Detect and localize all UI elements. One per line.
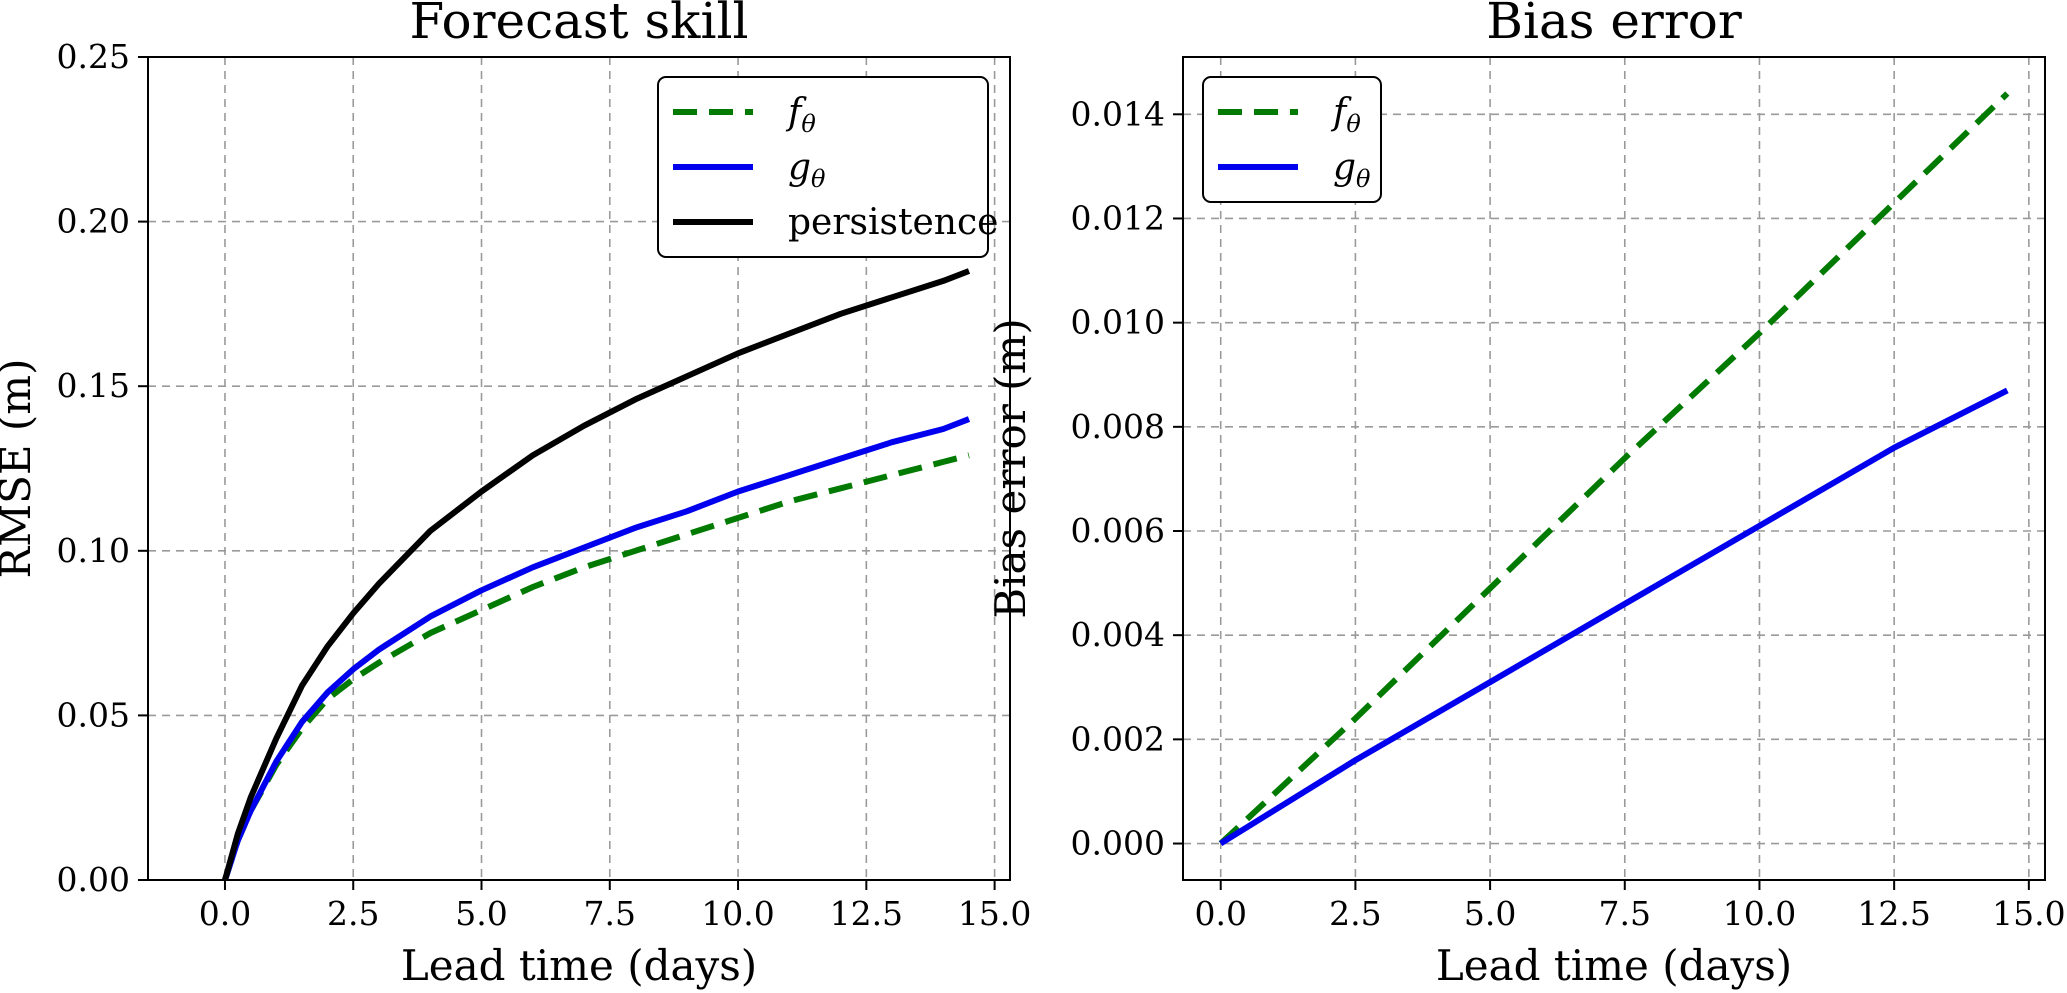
forecast-skill-series-f-theta-line <box>222 452 970 880</box>
bias-error-axes-frame <box>1182 56 2046 881</box>
forecast-skill-xtick-label: 10.0 <box>701 894 774 933</box>
forecast-skill-legend-label: gθ <box>788 147 826 193</box>
bias-error-ytick-label: 0.002 <box>1071 719 1165 758</box>
bias-error-series <box>1218 91 2010 847</box>
forecast-skill-ytick-label: 0.20 <box>57 202 130 241</box>
bias-error-xtick-label: 10.0 <box>1723 894 1796 933</box>
bias-error-xtick-label: 7.5 <box>1599 894 1651 933</box>
forecast-skill-legend-label: persistence <box>788 202 998 243</box>
bias-error-xtick-label: 15.0 <box>1992 894 2065 933</box>
bias-error-xtick-label: 0.0 <box>1194 894 1246 933</box>
bias-error-xtick-label: 5.0 <box>1464 894 1516 933</box>
forecast-skill-title: Forecast skill <box>410 0 749 50</box>
bias-error-xlabel: Lead time (days) <box>1436 941 1792 990</box>
forecast-skill-panel: 0.0 2.5 5.0 7.5 10.0 12.5 15.0 0.00 0.05 0.10 0.15… <box>0 0 1031 990</box>
bias-error-ytick-label: 0.008 <box>1071 407 1165 446</box>
bias-error-ytick-label: 0.000 <box>1071 824 1165 863</box>
forecast-skill-xtick-label: 0.0 <box>199 894 251 933</box>
bias-error-legend-label: gθ <box>1333 147 1371 193</box>
forecast-skill-series-g-theta-line <box>222 416 971 880</box>
bias-error-ticks: 0.0 2.5 5.0 7.5 10.0 12.5 15.0 0.000 0.002 0.004 0… <box>1071 94 2066 933</box>
forecast-skill-ytick-label: 0.05 <box>57 695 130 734</box>
forecast-skill-xtick-label: 12.5 <box>830 894 903 933</box>
bias-error-ytick-label: 0.004 <box>1071 615 1165 654</box>
forecast-skill-ticks: 0.0 2.5 5.0 7.5 10.0 12.5 15.0 0.00 0.05 0.10 0.15… <box>57 37 1032 933</box>
bias-error-legend-box <box>1202 76 1382 203</box>
bias-error-ytick-label: 0.010 <box>1071 303 1165 342</box>
bias-error-ylabel: Bias error (m) <box>986 318 1035 619</box>
forecast-skill-ytick-label: 0.15 <box>57 366 130 405</box>
forecast-skill-legend-box <box>657 76 989 258</box>
forecast-skill-xtick-label: 7.5 <box>584 894 636 933</box>
bias-error-title: Bias error <box>1486 0 1742 50</box>
forecast-skill-xtick-label: 2.5 <box>327 894 379 933</box>
bias-error-panel: 0.0 2.5 5.0 7.5 10.0 12.5 15.0 0.000 0.002 0.004 0… <box>986 0 2066 990</box>
forecast-skill-series-persistence-line <box>222 268 971 880</box>
bias-error-grid <box>1183 57 2045 880</box>
forecast-skill-xtick-label: 5.0 <box>455 894 507 933</box>
forecast-skill-xtick-label: 15.0 <box>958 894 1031 933</box>
bias-error-ytick-label: 0.006 <box>1071 511 1165 550</box>
bias-error-xtick-label: 2.5 <box>1329 894 1381 933</box>
forecast-skill-ytick-label: 0.00 <box>57 860 130 899</box>
forecast-skill-ytick-label: 0.10 <box>57 531 130 570</box>
forecast-skill-xlabel: Lead time (days) <box>401 941 757 990</box>
bias-error-ytick-label: 0.012 <box>1071 198 1165 237</box>
bias-error-series-g-theta-line <box>1219 387 2009 847</box>
bias-error-ytick-label: 0.014 <box>1071 94 1165 133</box>
bias-error-xtick-label: 12.5 <box>1857 894 1930 933</box>
forecast-skill-series <box>222 268 971 880</box>
forecast-skill-axes-frame <box>147 56 1011 881</box>
forecast-skill-ylabel: RMSE (m) <box>0 358 40 578</box>
bias-error-series-f-theta-line <box>1218 91 2010 846</box>
forecast-skill-ytick-label: 0.25 <box>57 37 130 76</box>
